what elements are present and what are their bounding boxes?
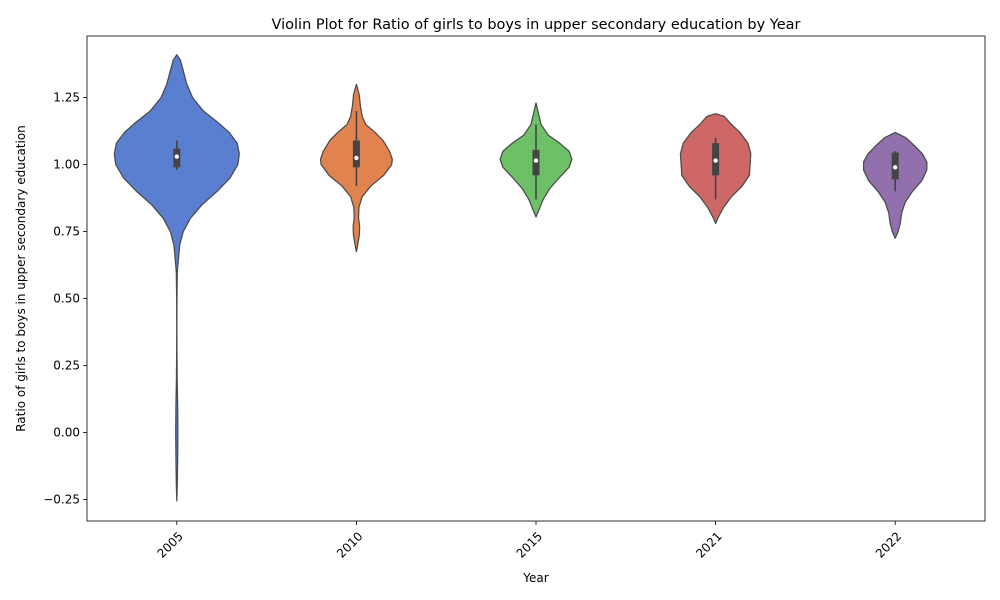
chart-title: Violin Plot for Ratio of girls to boys i… [272,17,801,33]
median-2010 [354,155,359,161]
median-2015 [533,158,539,163]
median-2005 [174,154,179,159]
violin-2005 [113,54,240,502]
y-tick-label: 1.25 [53,91,80,105]
y-tick-label: 0.25 [53,359,80,373]
median-2021 [713,158,718,163]
y-axis-label: Ratio of girls to boys in upper secondar… [14,125,28,432]
y-tick-label: −0.25 [43,493,80,507]
y-tick-label: 0.00 [53,426,80,440]
y-tick-label: 1.00 [53,158,80,172]
box-2010 [352,140,360,168]
y-tick-label: 0.50 [53,292,80,306]
x-axis-label: Year [522,571,548,585]
y-axis: −0.25 0.00 0.25 0.50 0.75 1.00 1.25 [43,91,87,507]
y-tick-label: 0.75 [53,225,80,239]
median-2022 [893,165,898,170]
plot-area [113,54,928,502]
